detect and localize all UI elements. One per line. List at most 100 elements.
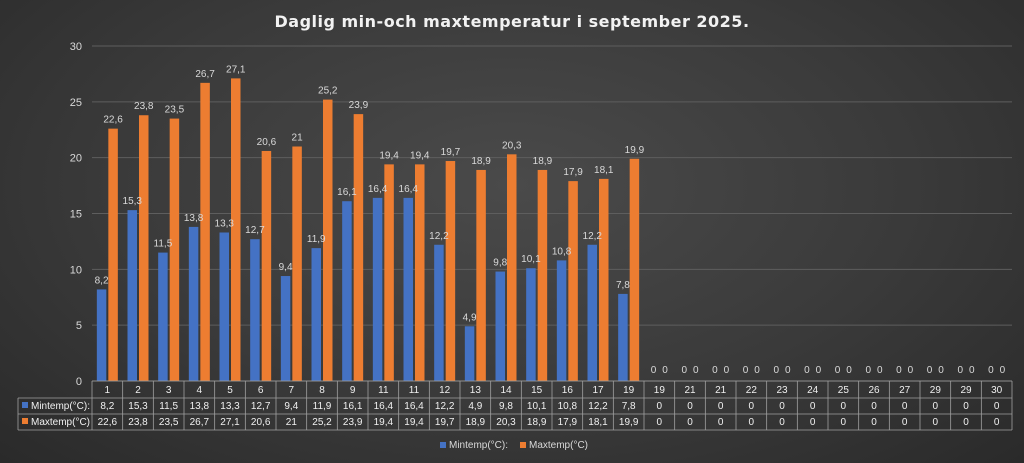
table-cell: 16,1 [343,401,363,412]
bar-max [415,164,425,381]
x-tick-label: 29 [960,385,972,396]
bar-min [158,252,168,381]
table-cell: 0 [810,401,816,412]
table-cell: 21 [286,417,298,428]
y-tick-label: 30 [70,41,82,53]
data-label-max: 23,5 [165,105,185,116]
bar-min [127,210,137,381]
bar-max [384,164,394,381]
x-tick-label: 13 [470,385,482,396]
data-label-min: 12,2 [429,231,449,242]
data-label-max: 0 [969,365,975,376]
data-label-max: 0 [877,365,883,376]
x-tick-label: 19 [623,385,635,396]
x-tick-label: 17 [592,385,604,396]
table-cell: 23,9 [343,417,363,428]
table-cell: 0 [657,401,663,412]
bar-max [599,178,609,381]
data-label-min: 8,2 [95,275,109,286]
x-tick-label: 27 [899,385,911,396]
bar-min [311,248,321,381]
table-cell: 18,9 [527,417,547,428]
bar-max [261,150,272,381]
bar-max [476,169,486,381]
table-cell: 9,8 [499,401,513,412]
x-tick-label: 7 [289,385,295,396]
y-tick-label: 5 [76,320,82,332]
table-cell: 12,7 [251,401,271,412]
data-label-max: 19,7 [441,147,461,158]
bar-max [629,158,640,381]
table-cell: 11,5 [159,401,178,412]
bar-min [587,244,597,381]
x-tick-label: 5 [227,385,233,396]
table-cell: 23,8 [128,417,148,428]
data-label-min: 7,8 [616,280,630,291]
data-label-min: 16,4 [399,184,419,195]
table-cell: 0 [933,417,939,428]
data-label-min: 11,9 [307,234,326,245]
table-cell: 9,4 [284,401,298,412]
bar-min [219,232,229,381]
data-label-min: 0 [773,365,779,376]
y-tick-label: 15 [70,209,82,221]
table-cell: 16,4 [374,401,394,412]
table-cell: 13,8 [190,401,210,412]
x-tick-label: 29 [930,385,942,396]
bar-min [526,268,536,381]
data-label-max: 0 [908,365,914,376]
bar-min [188,226,199,381]
gridlines [92,45,1012,382]
x-tick-label: 11 [378,385,389,396]
x-tick-label: 23 [776,385,788,396]
table-cell: 7,8 [622,401,636,412]
table-series-name: Mintemp(°C): [31,401,90,412]
bar-min [495,271,505,381]
data-label-min: 12,7 [245,225,265,236]
bar-max [445,161,456,381]
x-tick-label: 4 [197,385,203,396]
data-label-min: 10,8 [552,246,572,257]
bar-min [434,244,444,381]
table-cell: 0 [749,417,755,428]
legend: Mintemp(°C): Maxtemp(°C) [440,440,588,451]
data-label-max: 0 [785,365,791,376]
bar-min [342,201,352,381]
data-label-min: 12,2 [583,231,603,242]
y-tick-label: 10 [70,264,82,276]
data-label-min: 0 [712,365,718,376]
bar-max [292,146,302,381]
bar-min [96,289,107,381]
data-label-min: 10,1 [521,254,541,265]
data-label-max: 18,9 [533,156,553,167]
data-label-min: 9,8 [493,258,507,269]
legend-label: Mintemp(°C): [449,440,508,451]
data-label-max: 0 [846,365,852,376]
table-cell: 19,4 [374,417,394,428]
data-label-max: 0 [662,365,668,376]
table-cell: 12,2 [435,401,455,412]
bar-max [323,99,333,381]
data-labels: 8,2 15,3 11,5 13,8 13,3 12,7 9,4 11,9 16,1 16,4 16… [95,64,1006,376]
x-tick-label: 30 [991,385,1003,396]
data-label-max: 25,2 [318,86,338,97]
x-tick-label: 15 [531,385,543,396]
x-tick-label: 21 [715,385,727,396]
table-cell: 0 [687,401,693,412]
data-label-min: 11,5 [154,239,173,250]
data-label-max: 23,8 [134,101,154,112]
data-label-max: 27,1 [226,64,246,75]
y-tick-label: 25 [70,97,82,109]
data-label-min: 0 [896,365,902,376]
table-cell: 0 [871,417,877,428]
data-label-min: 0 [835,365,841,376]
bar-max [231,78,241,381]
data-label-max: 19,4 [410,150,430,161]
table-cell: 0 [933,401,939,412]
x-tick-label: 14 [500,385,512,396]
table-cell: 0 [871,401,877,412]
legend-label: Maxtemp(°C) [529,440,588,451]
data-label-min: 0 [927,365,933,376]
data-label-max: 26,7 [195,69,215,80]
